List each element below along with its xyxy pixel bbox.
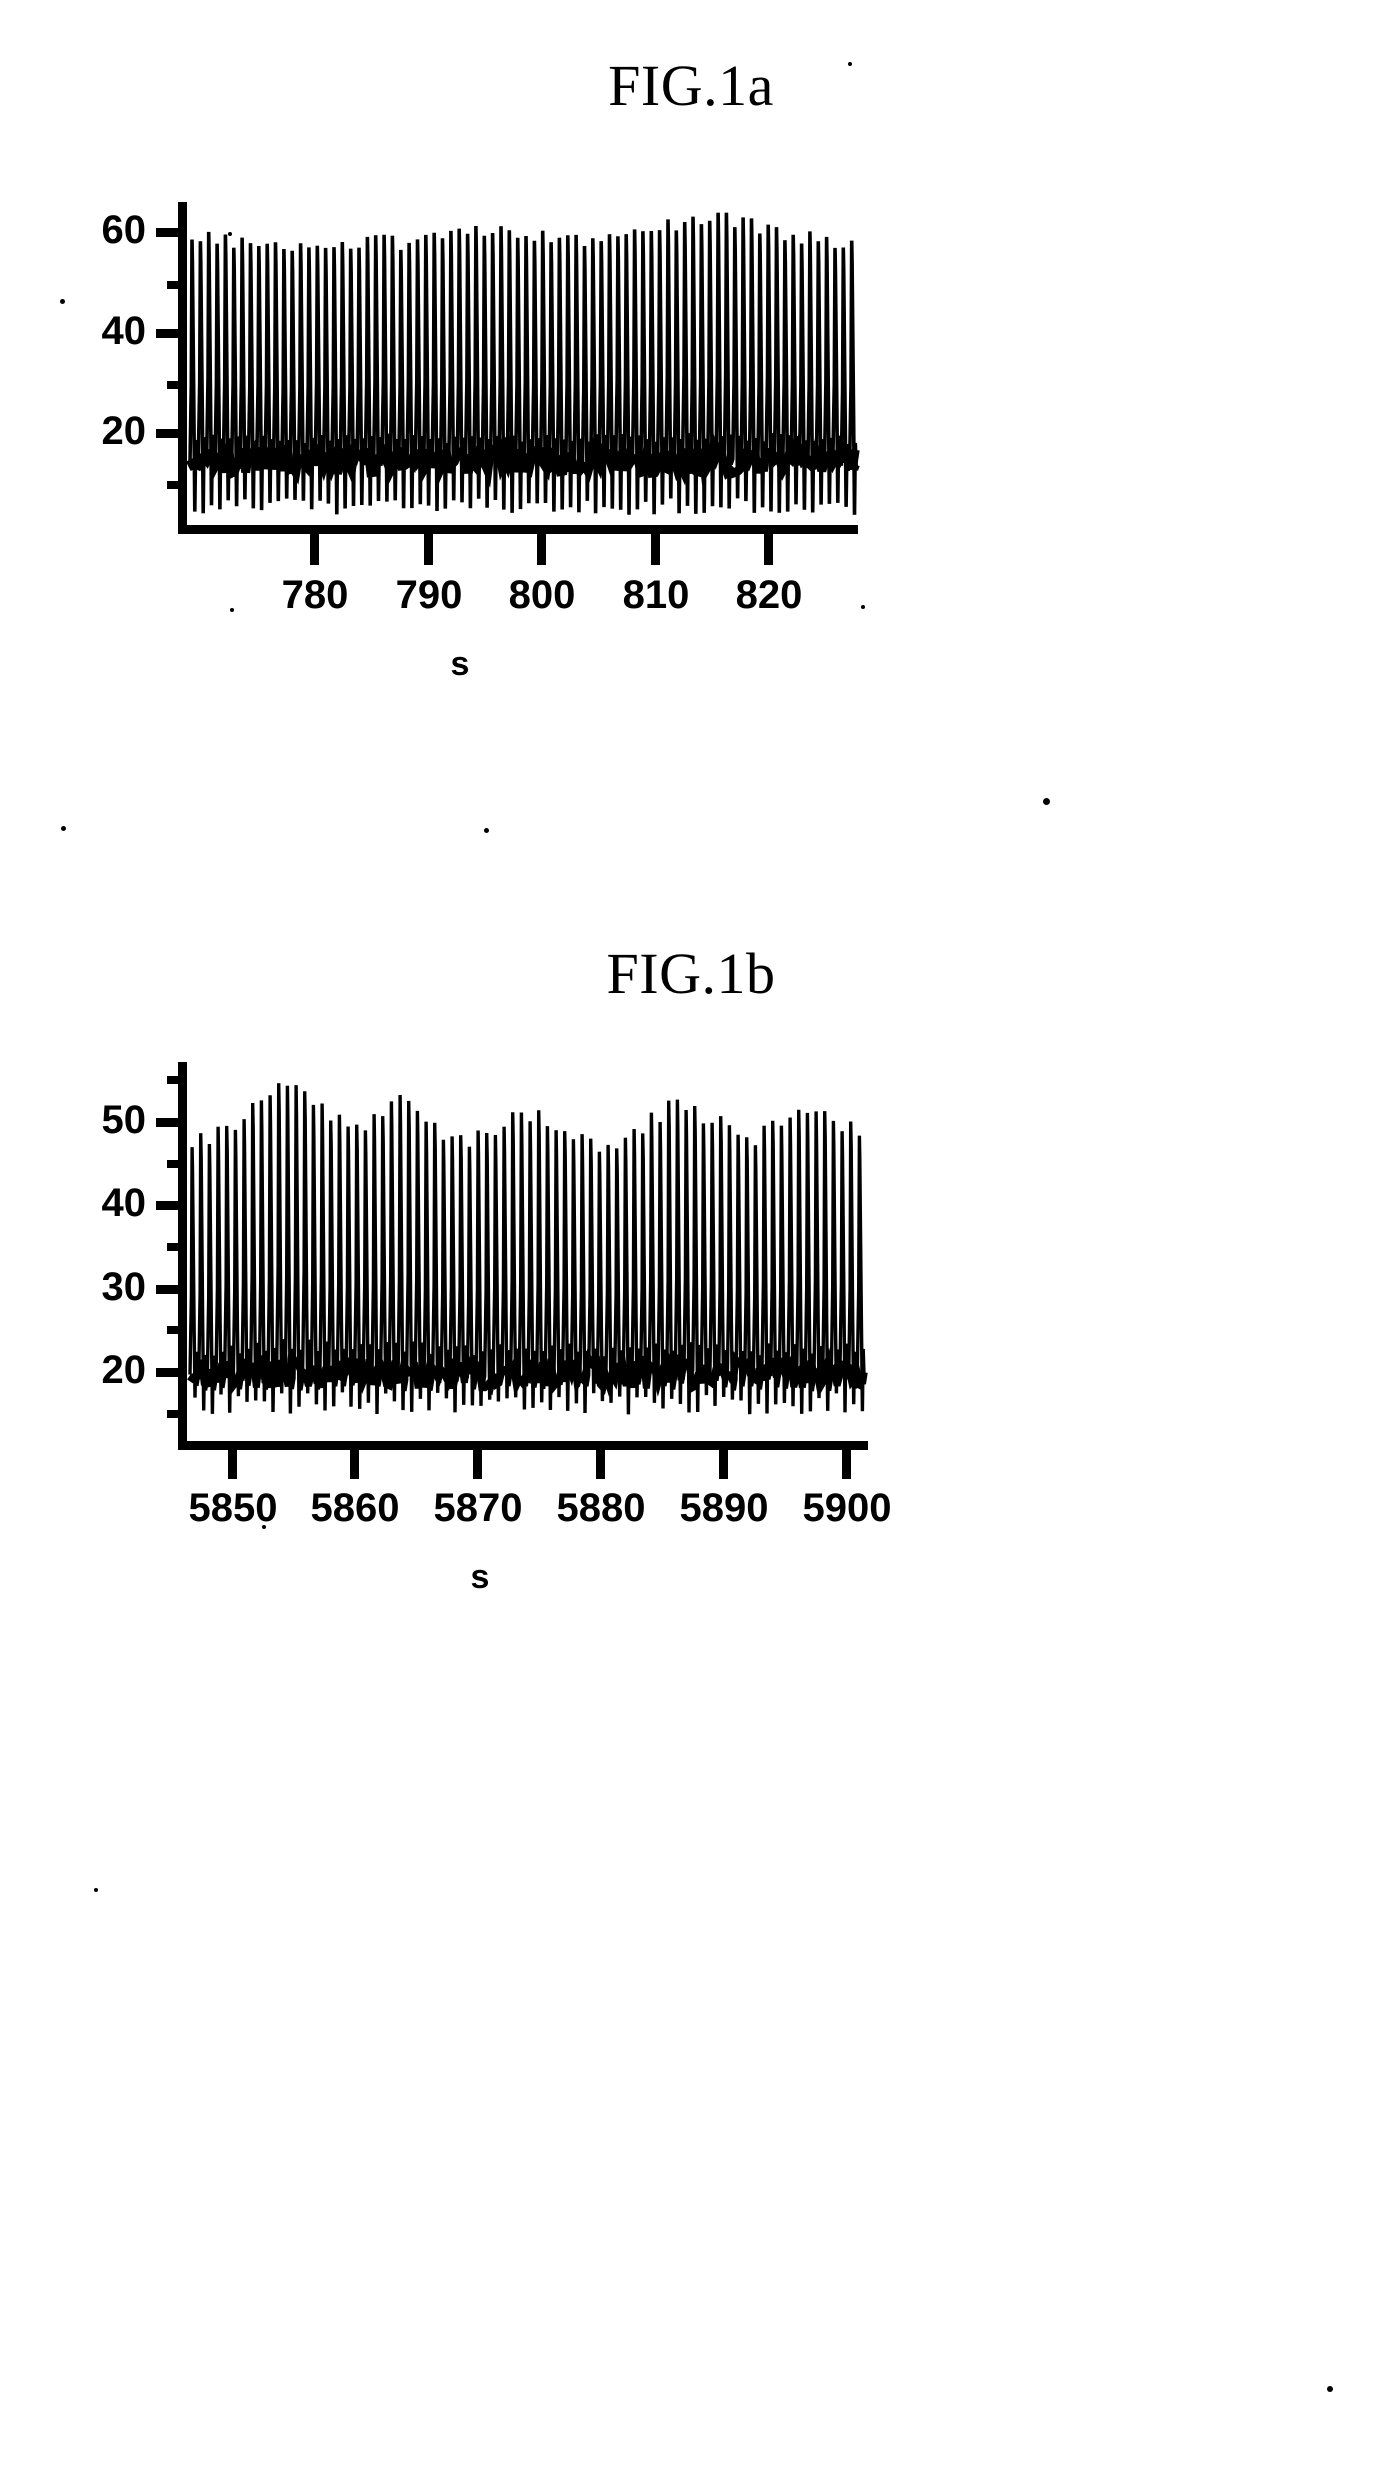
scan-speck — [61, 826, 66, 831]
figure-title-1a: FIG.1a — [608, 53, 774, 118]
scan-speck — [230, 608, 234, 612]
x-tick-label-780: 780 — [281, 573, 349, 617]
waveform-trace-1b — [187, 1083, 868, 1415]
y-tick-label-20-1b: 20 — [101, 1348, 147, 1392]
y-tick-label-60-1a: 60 — [101, 208, 147, 252]
scan-speck — [848, 62, 852, 66]
x-tick-label-820: 820 — [735, 573, 803, 617]
x-tick-label-5880: 5880 — [556, 1486, 646, 1530]
x-tick-label-810: 810 — [622, 573, 690, 617]
y-tick-label-30-1b: 30 — [101, 1265, 147, 1309]
scan-speck — [60, 299, 65, 304]
x-tick-label-5860: 5860 — [310, 1486, 400, 1530]
y-axis-line-1a — [178, 202, 187, 532]
x-tick-810 — [651, 533, 660, 565]
scan-speck — [94, 1888, 98, 1892]
x-axis-line-1b — [178, 1441, 868, 1450]
x-tick-5900 — [842, 1449, 851, 1479]
x-tick-5850 — [228, 1449, 237, 1479]
x-tick-label-5890: 5890 — [679, 1486, 769, 1530]
y-tick-label-40-1b: 40 — [101, 1181, 147, 1225]
x-tick-790 — [424, 533, 433, 565]
x-axis-unit-label-1b: s — [470, 1558, 490, 1596]
y-tick-minor-35-1b — [167, 1243, 182, 1251]
x-tick-label-800: 800 — [508, 573, 576, 617]
y-tick-major-40-1b — [156, 1201, 182, 1210]
y-tick-label-40-1a: 40 — [101, 309, 147, 353]
y-tick-label-50-1b: 50 — [101, 1098, 147, 1142]
chart-fig-1b: 50 40 30 20 5850 5860 5870 5880 5890 590… — [0, 1060, 900, 1840]
x-tick-label-790: 790 — [395, 573, 463, 617]
scan-speck — [861, 605, 865, 609]
y-tick-major-20-1b — [156, 1368, 182, 1377]
scan-speck — [1043, 798, 1050, 805]
x-tick-label-5870: 5870 — [433, 1486, 523, 1530]
x-tick-label-5900: 5900 — [802, 1486, 892, 1530]
x-tick-780 — [310, 533, 319, 565]
scan-speck — [1327, 2386, 1333, 2392]
y-tick-label-20-1a: 20 — [101, 409, 147, 453]
x-tick-5890 — [719, 1449, 728, 1479]
y-tick-major-60-1a — [156, 228, 182, 237]
x-tick-820 — [764, 533, 773, 565]
scan-speck — [262, 1525, 266, 1529]
y-tick-minor-50-1a — [167, 281, 182, 289]
y-tick-major-20-1a — [156, 429, 182, 438]
chart-fig-1a: 60 40 20 780 790 800 810 820 s — [0, 180, 900, 960]
y-tick-minor-30-1a — [167, 381, 182, 389]
y-tick-major-50-1b — [156, 1118, 182, 1127]
x-axis-unit-label-1a: s — [450, 645, 470, 683]
x-tick-800 — [537, 533, 546, 565]
y-tick-minor-15-1b — [167, 1410, 182, 1418]
x-tick-5860 — [350, 1449, 359, 1479]
waveform-trace-1a — [185, 212, 860, 515]
y-tick-minor-55-1b — [167, 1076, 182, 1084]
x-tick-5870 — [473, 1449, 482, 1479]
scan-speck — [228, 232, 232, 236]
y-tick-minor-10-1a — [167, 481, 182, 489]
figure-title-1b: FIG.1b — [606, 941, 776, 1006]
y-tick-minor-25-1b — [167, 1326, 182, 1334]
y-tick-minor-45-1b — [167, 1160, 182, 1168]
x-tick-5880 — [596, 1449, 605, 1479]
y-tick-major-40-1a — [156, 329, 182, 338]
x-tick-label-5850: 5850 — [188, 1486, 278, 1530]
y-axis-line-1b — [178, 1062, 187, 1448]
y-tick-major-30-1b — [156, 1285, 182, 1294]
x-axis-line-1a — [178, 525, 858, 534]
scan-speck — [484, 828, 489, 833]
